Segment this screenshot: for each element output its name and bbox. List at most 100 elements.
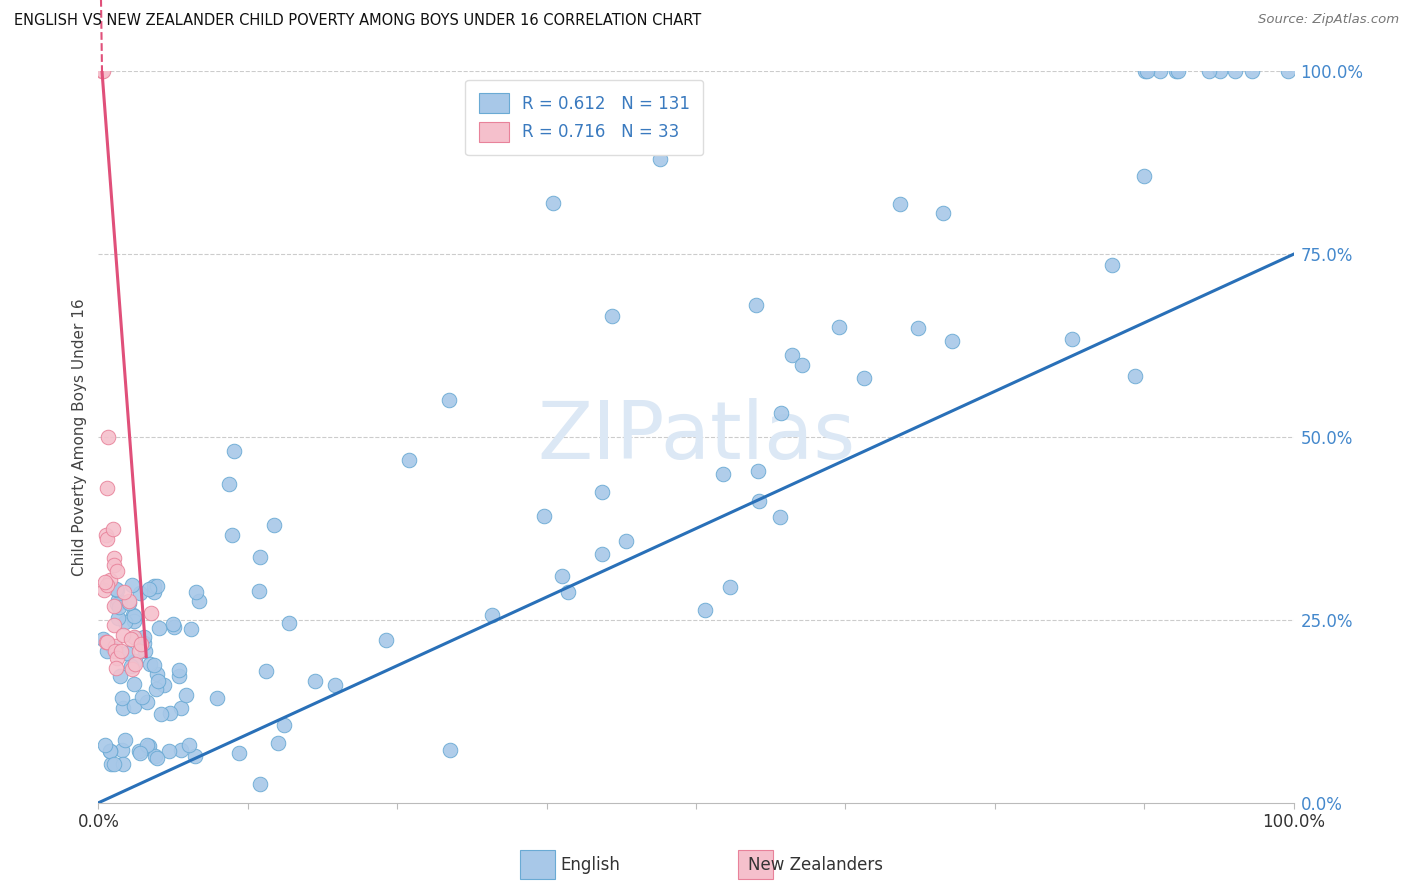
Point — [931, 206, 953, 220]
Point — [146, 751, 169, 765]
Point — [711, 467, 734, 481]
Point — [398, 453, 420, 467]
Point — [159, 706, 181, 720]
Point — [146, 666, 169, 681]
Point — [128, 744, 150, 758]
Point — [114, 615, 136, 629]
Point — [103, 558, 125, 573]
Point — [96, 532, 118, 546]
Point — [1149, 64, 1171, 78]
Point — [1133, 64, 1156, 78]
Point — [222, 444, 245, 458]
Y-axis label: Child Poverty Among Boys Under 16: Child Poverty Among Boys Under 16 — [72, 298, 87, 576]
Point — [184, 748, 207, 763]
Point — [124, 657, 146, 671]
Point — [254, 664, 277, 678]
Point — [91, 632, 114, 646]
Point — [889, 196, 911, 211]
Point — [96, 481, 118, 495]
Point — [128, 644, 150, 658]
Point — [118, 594, 141, 608]
Point — [769, 406, 792, 420]
Point — [769, 509, 792, 524]
Point — [170, 742, 193, 756]
Point — [1198, 64, 1220, 78]
Point — [105, 661, 128, 675]
Point — [148, 673, 170, 688]
Point — [100, 757, 122, 772]
Point — [148, 622, 170, 636]
Text: Source: ZipAtlas.com: Source: ZipAtlas.com — [1258, 13, 1399, 27]
Point — [557, 584, 579, 599]
Point — [103, 757, 125, 772]
Point — [162, 617, 184, 632]
Point — [112, 757, 135, 772]
Point — [439, 743, 461, 757]
Point — [145, 681, 167, 696]
Point — [1133, 169, 1156, 183]
Point — [304, 673, 326, 688]
Point — [648, 152, 672, 166]
Point — [122, 677, 145, 691]
Point — [907, 321, 929, 335]
Point — [98, 744, 121, 758]
Point — [591, 547, 613, 561]
Point — [93, 582, 115, 597]
Point — [853, 371, 876, 385]
Point — [747, 464, 769, 478]
Point — [159, 744, 181, 758]
Point — [91, 64, 114, 78]
Point — [228, 746, 250, 760]
Point — [745, 298, 768, 312]
Point — [136, 738, 159, 752]
Point — [143, 579, 166, 593]
Point — [98, 573, 121, 587]
Point — [174, 688, 197, 702]
Point — [247, 583, 270, 598]
Point — [105, 583, 128, 598]
Point — [98, 744, 121, 758]
Point — [112, 585, 135, 599]
Text: English: English — [561, 856, 620, 874]
Point — [122, 615, 145, 629]
Point — [120, 658, 142, 673]
Point — [120, 632, 142, 646]
Point — [180, 622, 202, 636]
Point — [129, 746, 152, 760]
Point — [142, 657, 165, 672]
Point — [143, 748, 166, 763]
Point — [748, 494, 770, 508]
Point — [97, 430, 120, 444]
Point — [1167, 64, 1189, 78]
Point — [600, 309, 623, 323]
Point — [111, 628, 134, 642]
Point — [103, 599, 125, 613]
Point — [541, 196, 564, 211]
Point — [153, 678, 176, 692]
Point — [323, 678, 346, 692]
Point — [110, 595, 132, 609]
Point — [104, 639, 127, 653]
Point — [104, 582, 127, 596]
Point — [614, 533, 637, 548]
Point — [129, 637, 152, 651]
Point — [122, 608, 145, 623]
Text: New Zealanders: New Zealanders — [748, 856, 883, 874]
Point — [142, 585, 165, 599]
Point — [131, 690, 153, 705]
Point — [96, 578, 118, 592]
Point — [437, 392, 460, 407]
Point — [134, 643, 156, 657]
Point — [94, 528, 117, 542]
Point — [110, 644, 132, 658]
Point — [1060, 332, 1083, 346]
Point — [1136, 64, 1159, 78]
Point — [138, 582, 160, 596]
Point — [96, 635, 118, 649]
Point — [693, 603, 716, 617]
Point — [105, 650, 128, 665]
Point — [93, 575, 115, 590]
Point — [136, 695, 159, 709]
Point — [115, 646, 138, 660]
Text: ZIPatlas: ZIPatlas — [537, 398, 855, 476]
